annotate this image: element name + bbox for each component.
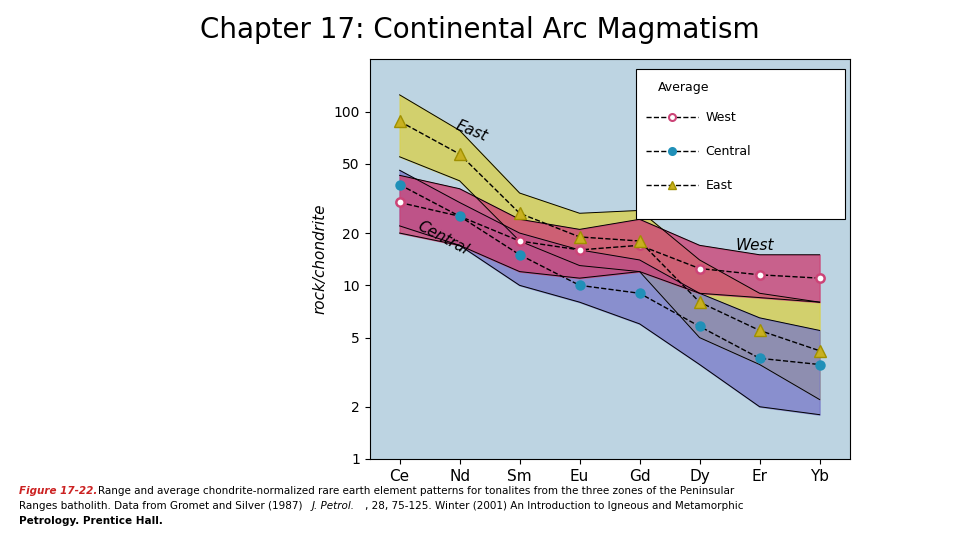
Bar bbox=[636, 69, 845, 219]
Text: Range and average chondrite-normalized rare earth element patterns for tonalites: Range and average chondrite-normalized r… bbox=[98, 486, 734, 496]
Text: East: East bbox=[706, 179, 732, 192]
Text: J. Petrol.: J. Petrol. bbox=[312, 501, 355, 511]
Text: West: West bbox=[735, 238, 774, 253]
Text: Chapter 17: Continental Arc Magmatism: Chapter 17: Continental Arc Magmatism bbox=[201, 16, 759, 44]
Text: Petrology. Prentice Hall.: Petrology. Prentice Hall. bbox=[19, 516, 163, 526]
Text: Average: Average bbox=[658, 82, 709, 94]
Text: Central: Central bbox=[415, 219, 470, 258]
Text: Central: Central bbox=[706, 145, 752, 158]
Text: Ranges batholith. Data from Gromet and Silver (1987): Ranges batholith. Data from Gromet and S… bbox=[19, 501, 306, 511]
Text: Figure 17-22.: Figure 17-22. bbox=[19, 486, 98, 496]
Text: West: West bbox=[706, 111, 736, 124]
Text: , 28, 75-125. Winter (2001) An Introduction to Igneous and Metamorphic: , 28, 75-125. Winter (2001) An Introduct… bbox=[365, 501, 743, 511]
Text: East: East bbox=[454, 118, 490, 144]
Y-axis label: rock/chondrite: rock/chondrite bbox=[313, 204, 328, 314]
